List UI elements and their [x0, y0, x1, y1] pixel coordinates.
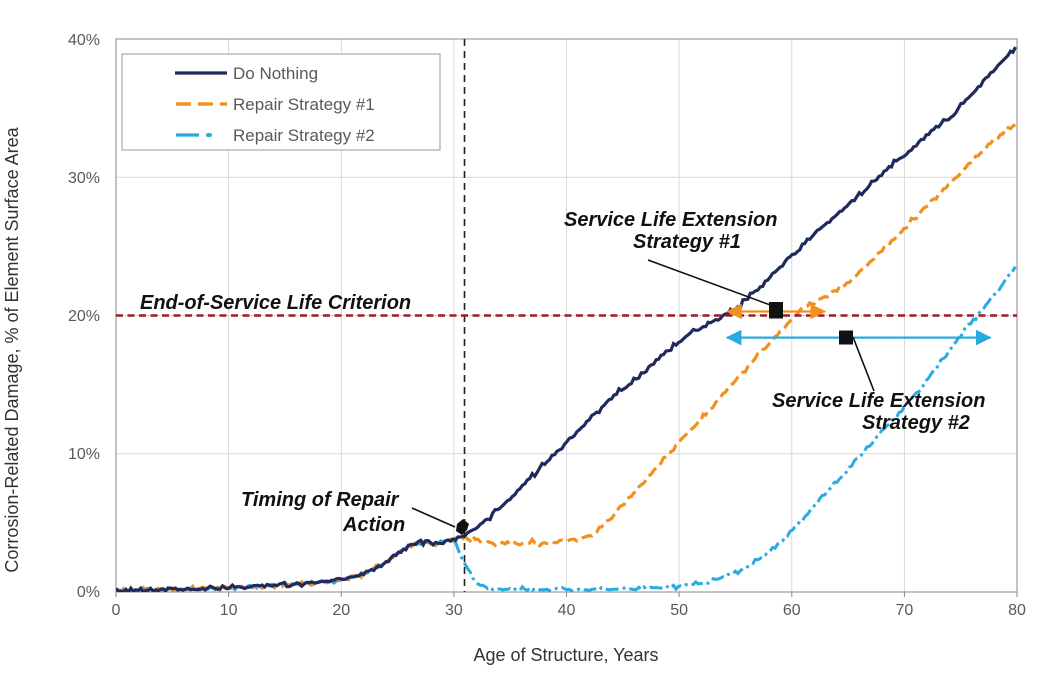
- svg-text:End-of-Service Life Criterion: End-of-Service Life Criterion: [140, 292, 411, 314]
- svg-text:Strategy #2: Strategy #2: [862, 412, 970, 434]
- svg-text:20: 20: [332, 602, 350, 619]
- svg-text:30: 30: [445, 602, 463, 619]
- svg-text:70: 70: [896, 602, 914, 619]
- svg-text:Action: Action: [342, 514, 405, 536]
- svg-text:10%: 10%: [68, 446, 100, 463]
- svg-text:Service Life Extension: Service Life Extension: [564, 209, 777, 231]
- svg-text:Repair Strategy #1: Repair Strategy #1: [233, 95, 375, 114]
- svg-text:30%: 30%: [68, 170, 100, 187]
- svg-text:40%: 40%: [68, 32, 100, 49]
- svg-text:Strategy #1: Strategy #1: [633, 231, 741, 253]
- svg-text:60: 60: [783, 602, 801, 619]
- svg-text:10: 10: [220, 602, 238, 619]
- svg-text:0: 0: [112, 602, 121, 619]
- svg-text:50: 50: [670, 602, 688, 619]
- svg-text:0%: 0%: [77, 584, 100, 601]
- svg-text:Repair Strategy #2: Repair Strategy #2: [233, 126, 375, 145]
- svg-text:80: 80: [1008, 602, 1026, 619]
- svg-text:Timing of Repair: Timing of Repair: [241, 489, 400, 511]
- svg-text:40: 40: [558, 602, 576, 619]
- svg-text:Age of Structure, Years: Age of Structure, Years: [473, 645, 658, 665]
- svg-text:Corrosion-Related Damage, % of: Corrosion-Related Damage, % of Element S…: [2, 126, 22, 572]
- svg-text:Do Nothing: Do Nothing: [233, 64, 318, 83]
- svg-text:20%: 20%: [68, 308, 100, 325]
- svg-text:Service Life Extension: Service Life Extension: [772, 390, 985, 412]
